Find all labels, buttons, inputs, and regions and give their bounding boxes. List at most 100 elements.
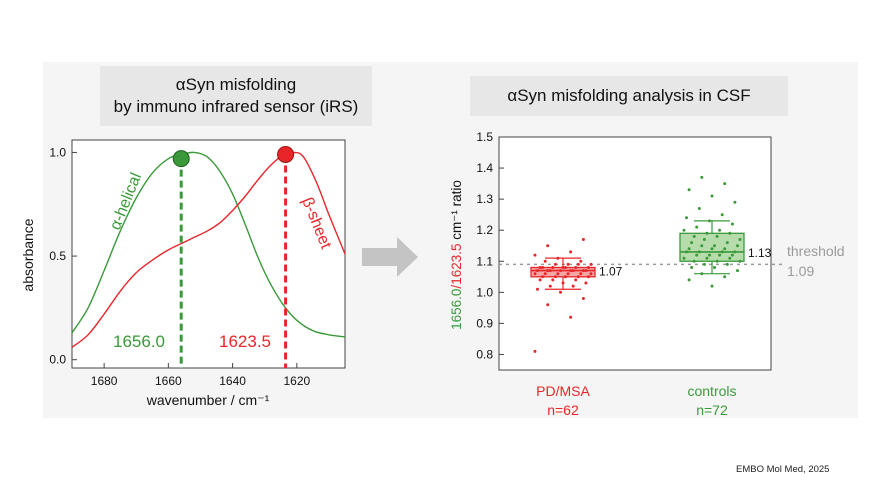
controls-data-point xyxy=(730,222,734,226)
pdmsa-data-point xyxy=(576,262,580,266)
controls-data-point xyxy=(690,241,694,245)
controls-data-point xyxy=(720,213,724,217)
controls-data-point xyxy=(705,231,709,235)
ylabel-red-part: /1623.5 xyxy=(449,244,464,289)
boxplot-y-axis-label: 1656.0/1623.5 cm⁻¹ ratio xyxy=(449,180,464,330)
pdmsa-data-point xyxy=(564,266,567,269)
controls-data-point xyxy=(700,175,704,179)
beta-sheet-wavenumber: 1623.5 xyxy=(219,332,271,351)
pdmsa-data-point xyxy=(538,266,542,269)
boxplot-y-tick-label: 1.4 xyxy=(476,161,493,175)
spectrum-x-tick-label: 1660 xyxy=(155,374,182,388)
pdmsa-data-point xyxy=(569,315,573,319)
pdmsa-data-point xyxy=(571,284,575,288)
controls-data-point xyxy=(736,269,739,273)
spectrum-y-tick-label: 1.0 xyxy=(49,145,66,159)
controls-data-point xyxy=(682,256,686,260)
pdmsa-data-point xyxy=(548,269,552,273)
pdmsa-data-point xyxy=(584,269,588,273)
controls-data-point xyxy=(702,238,706,241)
controls-data-point xyxy=(730,253,734,257)
pdmsa-data-point xyxy=(538,278,542,282)
controls-data-point xyxy=(738,238,742,241)
controls-data-point xyxy=(692,234,696,238)
controls-data-point xyxy=(723,182,727,186)
boxplot-y-tick-label: 1.1 xyxy=(476,254,493,268)
pdmsa-data-point xyxy=(553,262,557,266)
pdmsa-data-point xyxy=(569,250,573,254)
controls-data-point xyxy=(687,278,691,282)
boxplot-y-tick-label: 1.3 xyxy=(476,192,493,206)
ylabel-rest-part: cm⁻¹ ratio xyxy=(449,180,464,243)
threshold-label: threshold xyxy=(787,243,845,259)
controls-data-point xyxy=(692,259,696,263)
pdmsa-data-point xyxy=(551,278,555,282)
controls-data-point xyxy=(687,247,691,251)
pdmsa-data-point xyxy=(584,281,588,285)
beta-sheet-curve xyxy=(71,151,346,348)
controls-data-point xyxy=(710,194,714,198)
controls-data-point xyxy=(718,228,722,232)
controls-data-point xyxy=(695,225,699,229)
controls-data-point xyxy=(702,262,706,266)
controls-data-point xyxy=(725,241,729,245)
pdmsa-data-point xyxy=(574,278,578,282)
pdmsa-data-point xyxy=(589,262,593,266)
controls-data-point xyxy=(697,207,701,210)
ylabel-green-part: 1656.0 xyxy=(449,289,464,330)
pdmsa-data-point xyxy=(536,269,539,273)
beta-sheet-peak-marker xyxy=(277,146,295,164)
controls-data-point xyxy=(728,256,732,260)
source-credit: EMBO Mol Med, 2025 xyxy=(736,464,830,475)
pdmsa-data-point xyxy=(587,275,590,279)
pdmsa-data-point xyxy=(561,266,565,269)
left-title-line1: αSyn misfolding xyxy=(175,75,297,94)
controls-data-point xyxy=(682,228,686,232)
spectrum-x-axis-label: wavenumber / cm⁻¹ xyxy=(146,392,270,408)
pdmsa-data-point xyxy=(569,269,573,273)
controls-data-point xyxy=(715,234,719,238)
right-title-text: αSyn misfolding analysis in CSF xyxy=(507,86,751,105)
boxplot-groups: 1.07 1.13 xyxy=(530,175,772,353)
group-controls-count: n=72 xyxy=(696,402,728,418)
controls-data-point xyxy=(736,244,739,248)
pdmsa-data-point xyxy=(589,272,593,276)
controls-data-point xyxy=(700,244,704,248)
spectrum-x-ticks: 1680 1660 1640 1620 xyxy=(91,363,310,388)
pdmsa-data-point xyxy=(541,266,545,269)
spectrum-y-tick-label: 0.5 xyxy=(49,249,66,263)
left-title-line2: by immuno infrared sensor (iRS) xyxy=(113,97,359,116)
pdmsa-data-point xyxy=(541,275,545,279)
pdmsa-data-point xyxy=(559,290,562,294)
pdmsa-data-point xyxy=(587,266,590,269)
spectrum-chart: 1680 1660 1640 1620 0.00.51.0 α-helical β-s… xyxy=(20,139,346,408)
controls-data-point xyxy=(700,272,704,276)
controls-data-point xyxy=(725,262,729,266)
pdmsa-data-point xyxy=(553,275,557,279)
spectrum-y-tick-label: 0.0 xyxy=(49,353,66,367)
pdmsa-data-point xyxy=(533,253,537,257)
alpha-helical-wavenumber: 1656.0 xyxy=(113,332,165,351)
pdmsa-data-point xyxy=(571,269,575,273)
controls-data-point xyxy=(695,253,699,257)
controls-median-value: 1.13 xyxy=(748,246,772,260)
pdmsa-data-point xyxy=(579,259,583,263)
pdmsa-data-point xyxy=(533,349,537,353)
controls-data-point xyxy=(685,216,688,220)
boxplot-y-tick-label: 1.0 xyxy=(476,285,493,299)
spectrum-y-axis-label: absorbance xyxy=(20,218,36,291)
controls-data-point xyxy=(733,200,737,204)
boxplot-plot-frame xyxy=(498,136,772,371)
spectrum-x-tick-label: 1620 xyxy=(283,374,310,388)
controls-data-point xyxy=(685,250,688,254)
group-controls-label: controls xyxy=(687,383,736,399)
pdmsa-data-point xyxy=(556,272,560,276)
pdmsa-data-point xyxy=(546,244,550,248)
spectrum-x-tick-label: 1680 xyxy=(91,374,118,388)
controls-data-point xyxy=(713,266,716,269)
controls-data-point xyxy=(708,253,711,257)
right-panel-title: αSyn misfolding analysis in CSF xyxy=(470,76,788,116)
controls-data-point xyxy=(710,284,714,288)
pdmsa-data-point xyxy=(559,269,562,273)
controls-data-point xyxy=(723,275,727,279)
